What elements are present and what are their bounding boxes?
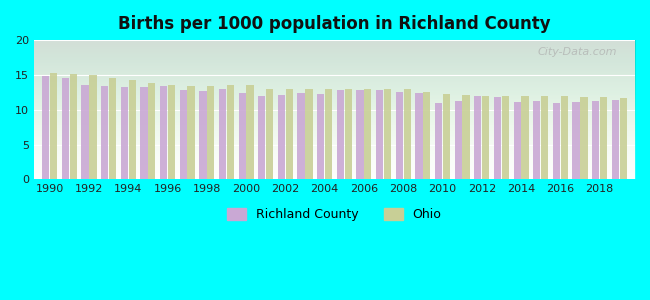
Bar bbox=[494, 97, 501, 179]
Bar bbox=[474, 96, 482, 179]
Bar bbox=[462, 95, 470, 179]
Bar bbox=[364, 89, 372, 179]
Bar bbox=[415, 93, 423, 179]
Bar bbox=[129, 80, 136, 179]
Bar bbox=[404, 89, 411, 179]
Bar bbox=[187, 86, 195, 179]
Bar bbox=[70, 74, 77, 179]
Bar bbox=[443, 94, 450, 179]
Bar bbox=[482, 96, 489, 179]
Bar bbox=[258, 96, 265, 179]
Bar bbox=[140, 88, 148, 179]
Bar bbox=[514, 102, 521, 179]
Bar bbox=[325, 89, 332, 179]
Bar bbox=[396, 92, 403, 179]
Bar bbox=[612, 100, 619, 179]
Text: City-Data.com: City-Data.com bbox=[538, 47, 617, 57]
Title: Births per 1000 population in Richland County: Births per 1000 population in Richland C… bbox=[118, 15, 551, 33]
Bar bbox=[502, 96, 509, 179]
Bar bbox=[552, 103, 560, 179]
Bar bbox=[423, 92, 430, 179]
Bar bbox=[592, 101, 599, 179]
Bar bbox=[306, 89, 313, 179]
Bar bbox=[317, 94, 324, 179]
Bar bbox=[168, 85, 175, 179]
Bar bbox=[376, 90, 384, 179]
Bar bbox=[344, 89, 352, 179]
Bar bbox=[435, 103, 442, 179]
Bar bbox=[356, 90, 363, 179]
Bar bbox=[109, 78, 116, 179]
Bar bbox=[200, 91, 207, 179]
Bar bbox=[286, 89, 293, 179]
Bar bbox=[239, 93, 246, 179]
Bar bbox=[521, 96, 528, 179]
Bar bbox=[278, 95, 285, 179]
Bar bbox=[384, 89, 391, 179]
Bar bbox=[454, 101, 462, 179]
Bar bbox=[42, 76, 49, 179]
Bar bbox=[246, 85, 254, 179]
Bar bbox=[541, 96, 548, 179]
Bar bbox=[62, 78, 69, 179]
Bar bbox=[148, 82, 155, 179]
Bar bbox=[179, 90, 187, 179]
Bar bbox=[533, 101, 540, 179]
Bar bbox=[266, 89, 273, 179]
Bar bbox=[619, 98, 627, 179]
Bar bbox=[81, 85, 88, 179]
Bar bbox=[227, 85, 234, 179]
Bar bbox=[101, 86, 109, 179]
Bar bbox=[600, 97, 607, 179]
Bar bbox=[580, 97, 588, 179]
Bar bbox=[337, 90, 344, 179]
Bar bbox=[89, 75, 96, 179]
Bar bbox=[219, 89, 226, 179]
Bar bbox=[121, 87, 128, 179]
Bar bbox=[160, 86, 167, 179]
Legend: Richland County, Ohio: Richland County, Ohio bbox=[222, 202, 447, 226]
Bar bbox=[298, 93, 305, 179]
Bar bbox=[50, 73, 57, 179]
Bar bbox=[573, 102, 580, 179]
Bar bbox=[207, 86, 214, 179]
Bar bbox=[561, 96, 568, 179]
